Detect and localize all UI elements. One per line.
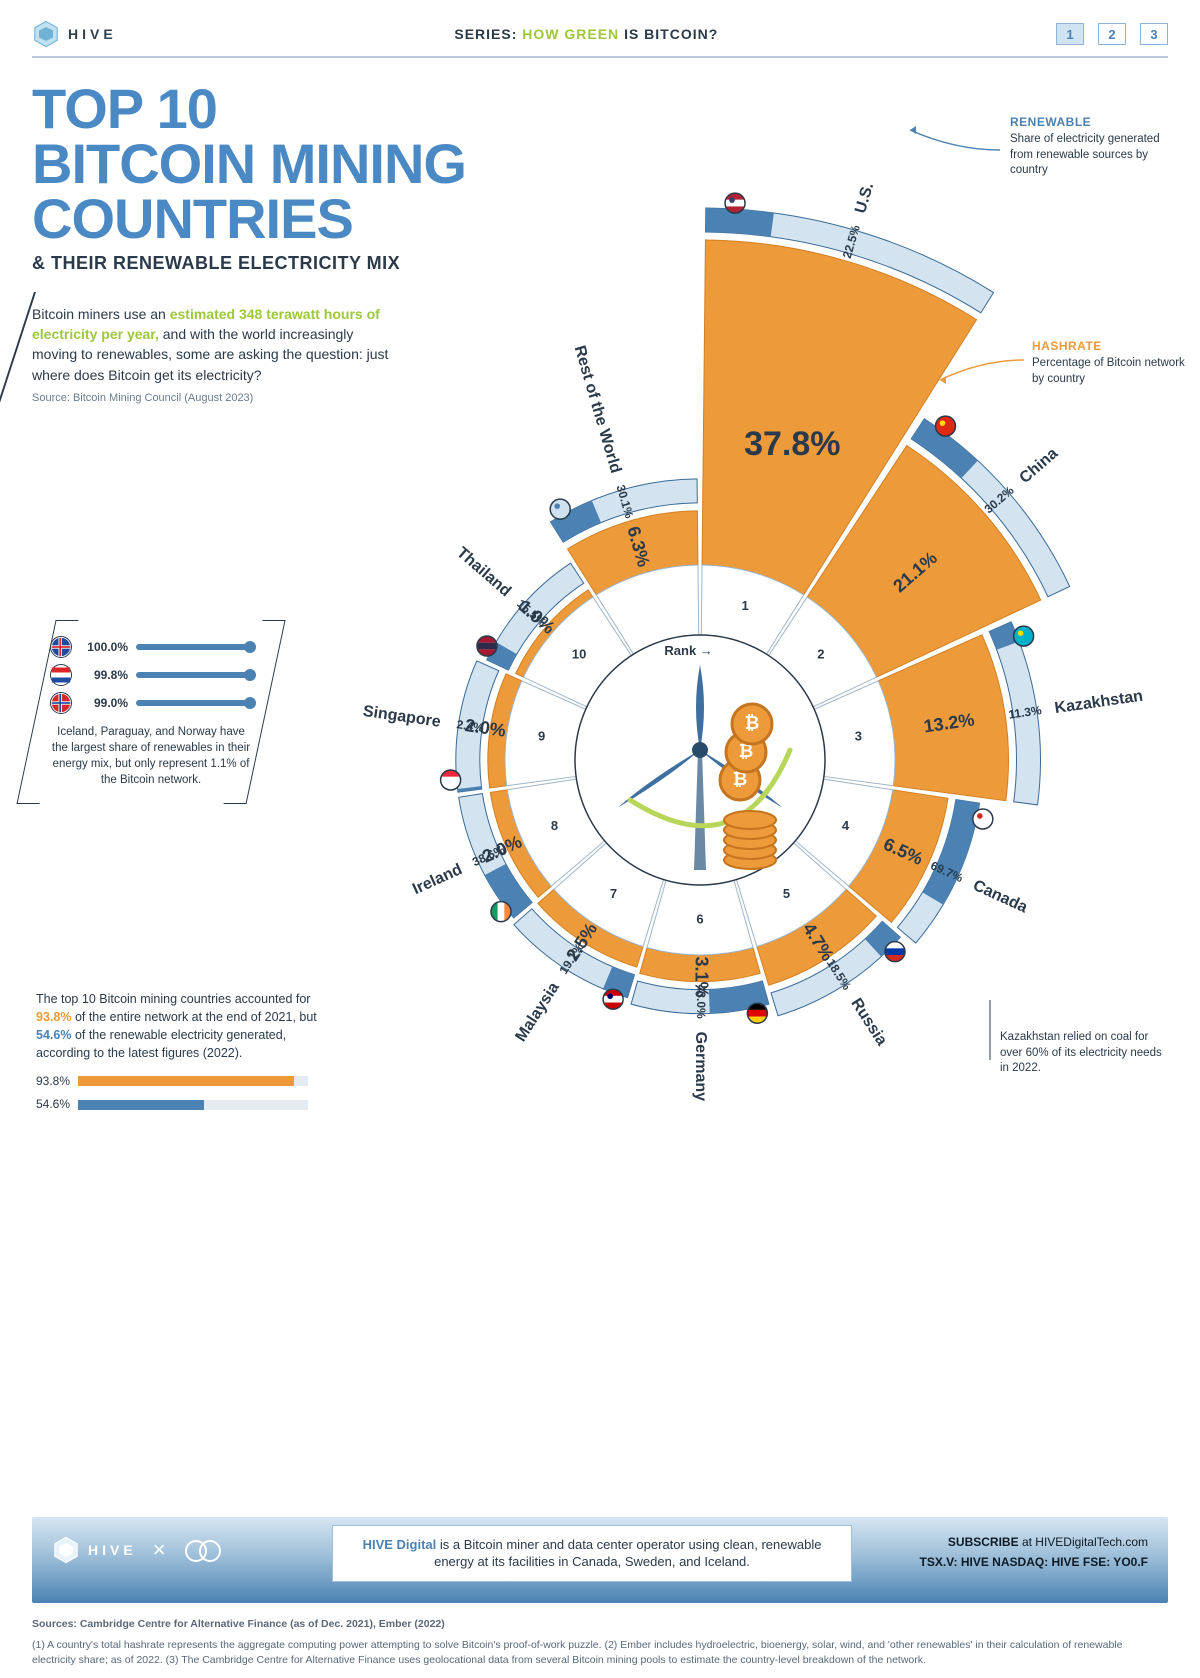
stat-blue: 54.6%	[36, 1028, 71, 1042]
leader-value: 100.0%	[80, 640, 128, 654]
svg-text:10: 10	[572, 647, 586, 662]
leader-row: 100.0%	[50, 636, 252, 658]
svg-text:Russia: Russia	[847, 995, 890, 1048]
mini-bar-label: 93.8%	[36, 1073, 70, 1090]
intro-a: Bitcoin miners use an	[32, 306, 170, 322]
svg-text:43.0%: 43.0%	[694, 985, 708, 1019]
svg-text:5: 5	[783, 886, 790, 901]
mini-bar	[78, 1100, 308, 1110]
stat-block: The top 10 Bitcoin mining countries acco…	[36, 990, 336, 1119]
pager: 1 2 3	[1056, 23, 1168, 45]
leader-bar	[136, 700, 252, 706]
mini-bar-row: 54.6%	[36, 1096, 336, 1113]
stat-t2: of the entire network at the end of 2021…	[75, 1010, 317, 1024]
leaders-box: 100.0% 99.8% 99.0% Iceland, Paraguay, an…	[36, 620, 266, 802]
svg-text:37.8%: 37.8%	[744, 425, 840, 463]
svg-text:Singapore: Singapore	[362, 703, 442, 731]
leader-bar	[136, 672, 252, 678]
svg-text:7: 7	[610, 886, 617, 901]
brand: HIVE	[32, 20, 117, 48]
footer-brand: HIVE	[52, 1536, 137, 1564]
svg-text:Kazakhstan: Kazakhstan	[1054, 688, 1144, 717]
footer-mid-text: is a Bitcoin miner and data center opera…	[434, 1537, 821, 1570]
svg-text:Rest of the World: Rest of the World	[571, 344, 625, 476]
radial-chart: 137.8%22.5%U.S.221.1%30.2%China313.2%11.…	[300, 120, 1160, 1170]
footer-mid-brand: HIVE Digital	[363, 1537, 437, 1552]
stat-t0: The top 10 Bitcoin mining countries acco…	[36, 992, 310, 1006]
brand-name: HIVE	[68, 26, 117, 42]
hive-logo-icon	[52, 1536, 80, 1564]
partner-logo-icon	[182, 1535, 224, 1565]
leader-value: 99.8%	[80, 668, 128, 682]
svg-text:9: 9	[538, 729, 545, 744]
svg-text:Rank →: Rank →	[664, 643, 712, 658]
leader-row: 99.8%	[50, 664, 252, 686]
hive-logo-icon	[32, 20, 60, 48]
svg-text:Malaysia: Malaysia	[512, 979, 562, 1044]
pager-3[interactable]: 3	[1140, 23, 1168, 45]
flag-icon	[50, 664, 72, 686]
top-bar: HIVE SERIES: HOW GREEN IS BITCOIN? 1 2 3	[32, 20, 1168, 48]
svg-text:U.S.: U.S.	[852, 181, 877, 216]
mini-bar-label: 54.6%	[36, 1096, 70, 1113]
headline-l1: TOP 10	[32, 77, 217, 140]
series-rest: IS BITCOIN?	[624, 26, 718, 42]
series-title: SERIES: HOW GREEN IS BITCOIN?	[454, 26, 718, 42]
footer-banner: HIVE × HIVE Digital is a Bitcoin miner a…	[32, 1517, 1168, 1603]
svg-text:3: 3	[855, 729, 862, 744]
times-icon: ×	[153, 1537, 166, 1563]
leader-row: 99.0%	[50, 692, 252, 714]
series-pre: SERIES:	[454, 26, 517, 42]
svg-text:4: 4	[842, 818, 850, 833]
mini-bar-row: 93.8%	[36, 1073, 336, 1090]
svg-text:China: China	[1017, 445, 1062, 487]
divider	[32, 56, 1168, 58]
footer-right: SUBSCRIBE at HIVEDigitalTech.com TSX.V: …	[920, 1535, 1149, 1569]
pager-2[interactable]: 2	[1098, 23, 1126, 45]
leaders-note: Iceland, Paraguay, and Norway have the l…	[50, 724, 252, 788]
stat-orange: 93.8%	[36, 1010, 71, 1024]
subscribe-url: at HIVEDigitalTech.com	[1019, 1535, 1148, 1549]
sources-notes: (1) A country's total hashrate represent…	[32, 1638, 1168, 1668]
svg-text:Ireland: Ireland	[410, 861, 465, 898]
series-green: HOW GREEN	[522, 26, 619, 42]
sources-main: Sources: Cambridge Centre for Alternativ…	[32, 1617, 1168, 1632]
footer-brand-name: HIVE	[88, 1542, 137, 1558]
footer-mid: HIVE Digital is a Bitcoin miner and data…	[332, 1525, 852, 1582]
tickers: TSX.V: HIVE NASDAQ: HIVE FSE: YO0.F	[920, 1555, 1149, 1569]
subscribe-label: SUBSCRIBE	[948, 1535, 1019, 1549]
svg-text:6: 6	[696, 911, 703, 926]
leader-value: 99.0%	[80, 696, 128, 710]
sources: Sources: Cambridge Centre for Alternativ…	[32, 1617, 1168, 1669]
svg-text:Canada: Canada	[970, 877, 1030, 917]
svg-text:2: 2	[817, 647, 824, 662]
svg-text:₿: ₿	[745, 713, 760, 733]
pager-1[interactable]: 1	[1056, 23, 1084, 45]
svg-text:8: 8	[551, 818, 558, 833]
flag-icon	[50, 692, 72, 714]
flag-icon	[50, 636, 72, 658]
stat-t4: of the renewable electricity generated, …	[36, 1028, 286, 1060]
svg-text:Thailand: Thailand	[453, 544, 514, 600]
svg-text:1: 1	[741, 598, 748, 613]
leader-bar	[136, 644, 252, 650]
svg-text:Germany: Germany	[692, 1032, 709, 1101]
mini-bar	[78, 1076, 308, 1086]
